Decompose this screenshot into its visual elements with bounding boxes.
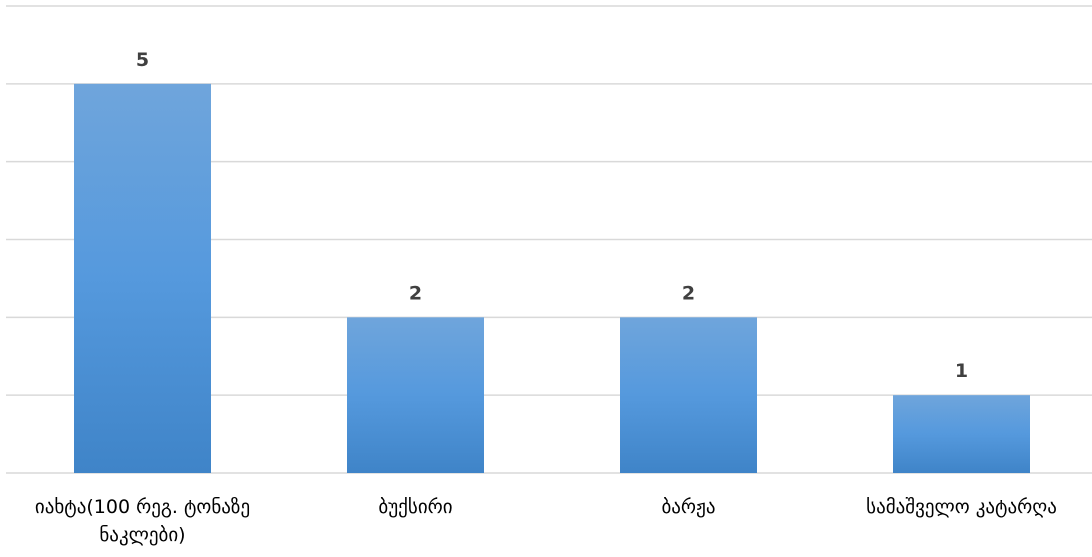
data-label: 2 [682,282,695,304]
category-label: იახტა(100 რეგ. ტონაზე ნაკლები) [35,496,250,546]
category-labels: იახტა(100 რეგ. ტონაზე ნაკლები) ბუქსირი ბარჟ… [35,496,1057,546]
category-label: სამაშველო კატარღა [866,496,1057,518]
category-label: ბარჟა [661,496,715,518]
bar [893,395,1030,473]
bar [347,317,484,473]
data-label: 1 [955,360,968,382]
data-label: 5 [136,49,149,71]
bar [620,317,757,473]
bar [74,83,211,473]
bars [74,83,1030,473]
data-label: 2 [409,282,422,304]
data-labels: 5 2 2 1 [136,49,968,382]
category-label: ბუქსირი [378,496,452,518]
